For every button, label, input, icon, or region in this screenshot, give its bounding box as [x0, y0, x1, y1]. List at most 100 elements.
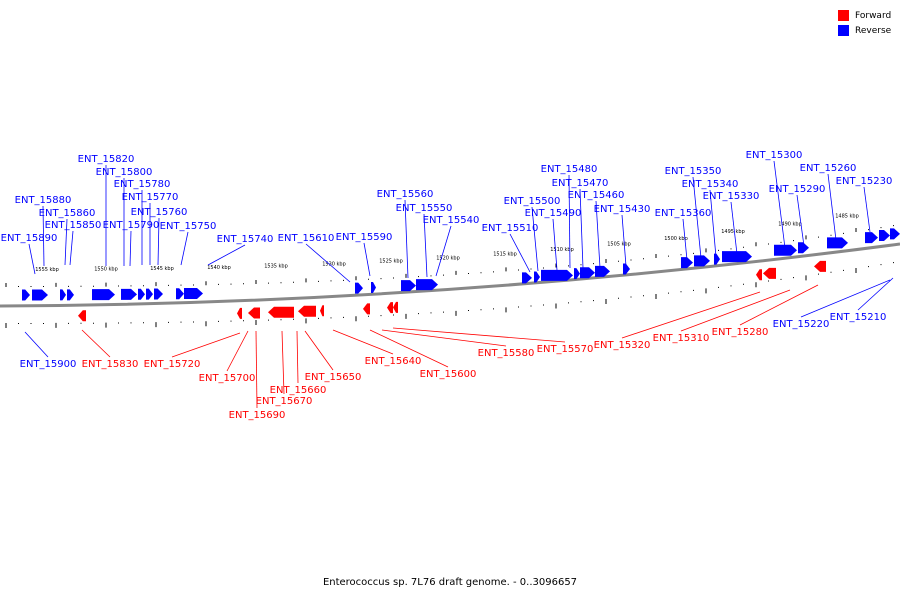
leader-line — [531, 206, 539, 272]
gene-label-reverse: ENT_15900 — [20, 359, 77, 370]
gene-label-forward: ENT_15690 — [229, 410, 286, 421]
gene-arrow — [22, 289, 30, 301]
leader-line — [304, 330, 334, 371]
gene-label-reverse: ENT_15220 — [773, 319, 830, 330]
gene-label-reverse: ENT_15610 — [278, 233, 335, 244]
leader-line — [332, 329, 394, 355]
gene-arrow — [865, 232, 878, 244]
gene-label-reverse: ENT_15540 — [423, 215, 480, 226]
gene-label-reverse: ENT_15350 — [665, 166, 722, 177]
gene-label-reverse: ENT_15430 — [594, 204, 651, 215]
gene-label-reverse: ENT_15460 — [568, 190, 625, 201]
scale-label: 1505 kbp — [607, 242, 631, 248]
scale-label: 1525 kbp — [379, 259, 403, 265]
leader-line — [255, 330, 258, 409]
gene-label-reverse: ENT_15490 — [525, 208, 582, 219]
gene-label-forward: ENT_15670 — [256, 396, 313, 407]
gene-arrow — [393, 301, 398, 313]
gene-label-reverse: ENT_15750 — [160, 221, 217, 232]
scale-label: 1495 kbp — [721, 229, 745, 235]
leader-line — [709, 189, 717, 258]
gene-label-forward: ENT_15600 — [420, 369, 477, 380]
gene-arrow — [827, 237, 848, 249]
gene-arrow — [595, 265, 610, 277]
legend: Forward Reverse — [838, 8, 891, 38]
leader-line — [509, 233, 531, 273]
gene-arrow — [67, 289, 74, 301]
leader-line — [595, 200, 601, 269]
gene-arrow — [798, 242, 809, 254]
legend-forward: Forward — [838, 8, 891, 23]
leader-line — [857, 277, 894, 311]
scale-label: 1550 kbp — [94, 267, 118, 273]
gene-label-forward: ENT_15830 — [82, 359, 139, 370]
scale-label: 1500 kbp — [664, 236, 688, 242]
gene-label-reverse: ENT_15860 — [39, 208, 96, 219]
gene-arrow — [763, 267, 776, 279]
gene-label-reverse: ENT_15340 — [682, 179, 739, 190]
gene-arrow — [774, 244, 797, 256]
leader-line — [680, 289, 791, 332]
leader-line — [42, 205, 45, 267]
leader-line — [579, 188, 584, 269]
gene-label-reverse: ENT_15510 — [482, 223, 539, 234]
gene-label-reverse: ENT_15550 — [396, 203, 453, 214]
leader-line — [730, 201, 738, 255]
gene-label-reverse: ENT_15260 — [800, 163, 857, 174]
gene-arrow — [320, 305, 324, 317]
leader-line — [800, 279, 891, 318]
legend-reverse: Reverse — [838, 23, 891, 38]
gene-label-reverse: ENT_15850 — [45, 220, 102, 231]
gene-label-reverse: ENT_15290 — [769, 184, 826, 195]
gene-arrow — [371, 281, 376, 293]
gene-arrow — [714, 253, 720, 265]
leader-line — [363, 242, 371, 277]
gene-arrow — [268, 306, 294, 318]
gene-arrow — [60, 289, 66, 301]
map-caption: Enterococcus sp. 7L76 draft genome. - 0.… — [322, 577, 578, 588]
gene-arrow — [541, 269, 573, 281]
gene-label-reverse: ENT_15470 — [552, 178, 609, 189]
gene-arrow — [879, 230, 890, 242]
scale-label: 1520 kbp — [436, 255, 460, 261]
gene-arrow — [154, 288, 163, 300]
gene-label-reverse: ENT_15800 — [96, 167, 153, 178]
forward-swatch — [838, 10, 849, 21]
gene-label-reverse: ENT_15360 — [655, 208, 712, 219]
gene-label-forward: ENT_15310 — [653, 333, 710, 344]
leader-line — [423, 213, 428, 278]
gene-arrow — [681, 257, 693, 269]
leader-line — [692, 176, 702, 259]
gene-arrow — [756, 269, 762, 281]
gene-label-reverse: ENT_15480 — [541, 164, 598, 175]
leader-line — [180, 231, 189, 266]
gene-label-forward: ENT_15320 — [594, 340, 651, 351]
leader-line — [404, 199, 409, 279]
gene-label-forward: ENT_15570 — [537, 344, 594, 355]
gene-arrow — [890, 228, 900, 240]
gene-arrow — [814, 260, 826, 272]
leader-line — [129, 230, 132, 267]
gene-arrow — [522, 272, 532, 284]
leader-line — [28, 243, 36, 275]
leader-line — [24, 331, 49, 358]
leader-line — [207, 244, 246, 266]
gene-label-forward: ENT_15280 — [712, 327, 769, 338]
scale-label: 1515 kbp — [493, 252, 517, 258]
gene-label-reverse: ENT_15780 — [114, 179, 171, 190]
gene-arrow — [248, 307, 260, 319]
leader-line — [552, 218, 558, 271]
leader-line — [171, 332, 241, 358]
gene-arrow — [416, 279, 438, 291]
leader-line — [568, 174, 571, 269]
gene-label-reverse: ENT_15790 — [103, 220, 160, 231]
gene-arrow — [138, 288, 145, 300]
legend-forward-label: Forward — [855, 10, 892, 21]
gene-arrow — [574, 268, 580, 280]
leader-line — [226, 330, 249, 372]
gene-label-reverse: ENT_15590 — [336, 232, 393, 243]
leader-line — [305, 243, 351, 283]
gene-arrow — [176, 288, 184, 300]
leader-line — [682, 218, 688, 261]
